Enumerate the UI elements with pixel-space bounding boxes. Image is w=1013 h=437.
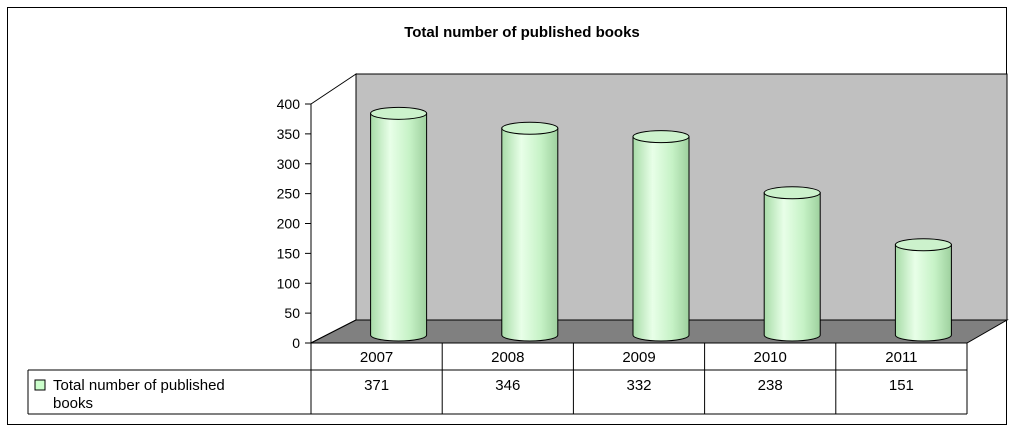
y-axis: 0 50 100 150 200 250 300 350 400: [277, 96, 312, 351]
bar-body: [370, 112, 428, 342]
value-label-2010: 238: [758, 377, 783, 394]
y-tick-label: 200: [277, 216, 301, 232]
bar-body: [501, 127, 559, 342]
legend-label-line-1: Total number of published: [53, 377, 225, 394]
bar-body: [763, 192, 821, 342]
bars-group: [370, 106, 952, 342]
bar-2011: [894, 238, 952, 342]
bar-body: [632, 136, 690, 342]
category-label-2008: 2008: [491, 349, 524, 366]
bar-2007: [370, 106, 428, 342]
chart-title: Total number of published books: [404, 24, 640, 41]
chart-side-wall: [310, 73, 357, 344]
y-tick-label: 350: [277, 126, 301, 142]
value-label-2009: 332: [626, 377, 651, 394]
y-tick-label: 0: [292, 335, 300, 351]
bar-2010: [763, 186, 821, 342]
bar-top: [501, 121, 559, 135]
legend-label-line-2: books: [53, 395, 93, 412]
data-table: Total number of published books: [27, 343, 968, 415]
y-tick-label: 100: [277, 275, 301, 291]
category-label-2007: 2007: [360, 349, 393, 366]
y-tick-label: 300: [277, 156, 301, 172]
bar-top: [763, 186, 821, 200]
bar-2008: [501, 121, 559, 342]
value-label-2008: 346: [495, 377, 520, 394]
bar-body: [894, 244, 952, 342]
bar-top: [632, 130, 690, 144]
category-label-2011: 2011: [885, 349, 917, 366]
bar-top: [894, 238, 952, 252]
value-label-2007: 371: [364, 377, 389, 394]
y-tick-label: 50: [284, 305, 300, 321]
bar-top: [370, 106, 428, 120]
category-label-2009: 2009: [622, 349, 655, 366]
bar-2009: [632, 130, 690, 342]
y-tick-label: 150: [277, 245, 301, 261]
legend-key: [34, 379, 46, 391]
value-label-2011: 151: [889, 377, 914, 394]
y-tick-label: 400: [277, 96, 301, 112]
y-tick-label: 250: [277, 186, 301, 202]
table-cells: 2007 371 2008 346 2009 332 2010 238 2011 151: [360, 343, 968, 414]
category-label-2010: 2010: [754, 349, 787, 366]
